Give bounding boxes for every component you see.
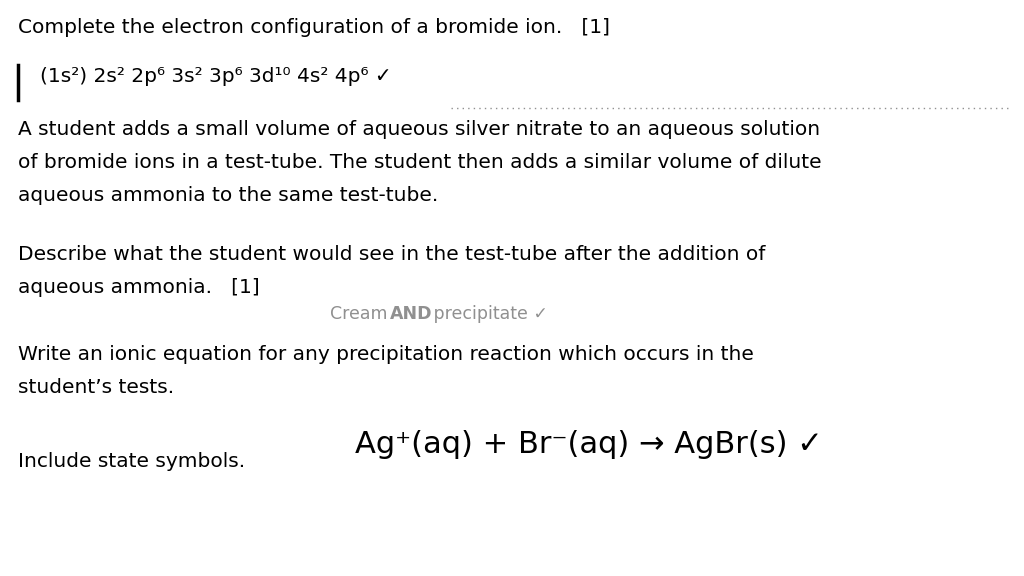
Text: of bromide ions in a test-tube. The student then adds a similar volume of dilute: of bromide ions in a test-tube. The stud… [18, 153, 821, 172]
Text: Include state symbols.: Include state symbols. [18, 452, 245, 471]
Text: precipitate ✓: precipitate ✓ [428, 305, 548, 323]
Text: Write an ionic equation for any precipitation reaction which occurs in the: Write an ionic equation for any precipit… [18, 345, 754, 364]
Text: student’s tests.: student’s tests. [18, 378, 174, 397]
Text: A student adds a small volume of aqueous silver nitrate to an aqueous solution: A student adds a small volume of aqueous… [18, 120, 820, 139]
Text: Complete the electron configuration of a bromide ion.   [1]: Complete the electron configuration of a… [18, 18, 610, 37]
Text: Ag⁺(aq) + Br⁻(aq) → AgBr(s) ✓: Ag⁺(aq) + Br⁻(aq) → AgBr(s) ✓ [355, 430, 822, 459]
Text: aqueous ammonia to the same test-tube.: aqueous ammonia to the same test-tube. [18, 186, 438, 205]
Text: AND: AND [390, 305, 432, 323]
Text: Describe what the student would see in the test-tube after the addition of: Describe what the student would see in t… [18, 245, 765, 264]
Text: (1s²) 2s² 2p⁶ 3s² 3p⁶ 3d¹⁰ 4s² 4p⁶ ✓: (1s²) 2s² 2p⁶ 3s² 3p⁶ 3d¹⁰ 4s² 4p⁶ ✓ [40, 67, 392, 86]
Text: aqueous ammonia.   [1]: aqueous ammonia. [1] [18, 278, 260, 297]
Text: Cream: Cream [330, 305, 393, 323]
